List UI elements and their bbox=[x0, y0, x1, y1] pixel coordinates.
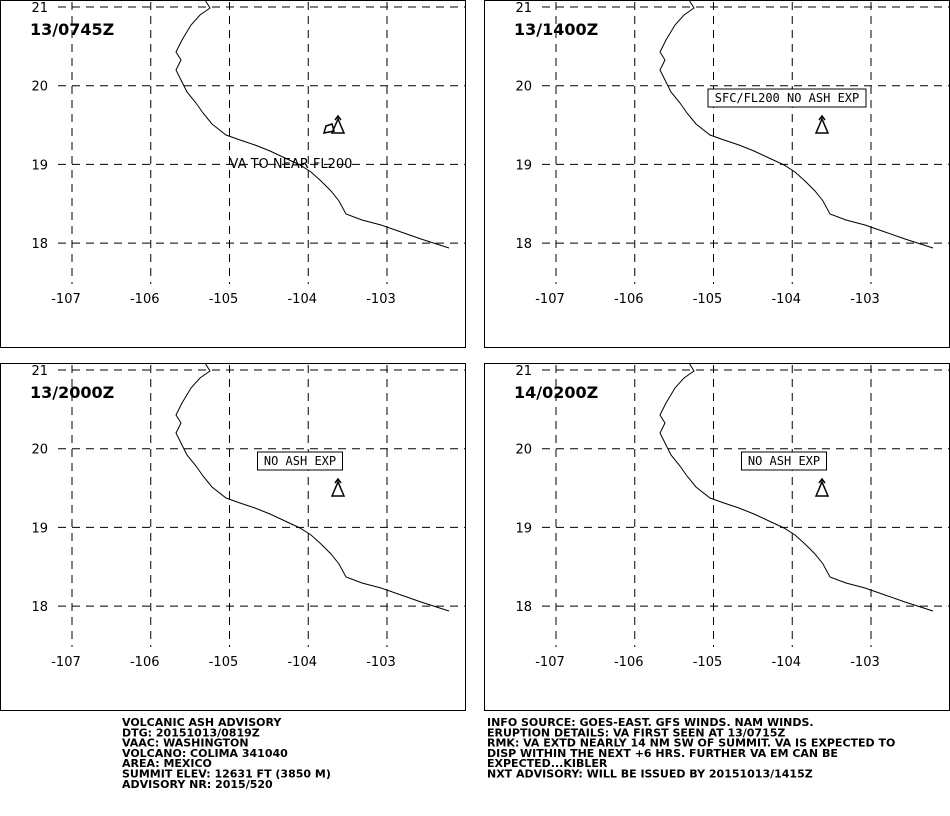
lon-label: -106 bbox=[614, 292, 644, 307]
lon-label: -105 bbox=[693, 292, 723, 307]
coastline bbox=[659, 362, 934, 612]
lat-label: 20 bbox=[515, 443, 532, 458]
lon-label: -103 bbox=[850, 655, 880, 670]
lat-label: 18 bbox=[515, 237, 532, 252]
map-panel: -107 -106 -105 -104 -103 21 20 19 18 13/0745Z VA T… bbox=[0, 0, 466, 348]
volcano-icon bbox=[814, 477, 830, 497]
lon-label: -105 bbox=[693, 655, 723, 670]
advisory-line: ERUPTION DETAILS: VA FIRST SEEN AT 13/07… bbox=[487, 726, 785, 739]
advisory-line: SUMMIT ELEV: 12631 FT (3850 M) bbox=[122, 768, 331, 781]
advisory-line: INFO SOURCE: GOES-EAST. GFS WINDS. NAM W… bbox=[487, 716, 814, 729]
panel-border bbox=[0, 0, 466, 348]
advisory-line: NXT ADVISORY: WILL BE ISSUED BY 20151013… bbox=[487, 768, 813, 781]
lon-label: -103 bbox=[366, 292, 396, 307]
lon-label: -104 bbox=[287, 655, 317, 670]
lon-label: -105 bbox=[209, 292, 239, 307]
advisory-line: DTG: 20151013/0819Z bbox=[122, 726, 260, 739]
advisory-line: RMK: VA EXTD NEARLY 14 NM SW OF SUMMIT. … bbox=[487, 737, 895, 750]
coastline bbox=[175, 0, 450, 249]
advisory-line: AREA: MEXICO bbox=[122, 757, 212, 770]
lat-label: 21 bbox=[31, 364, 48, 379]
lat-label: 18 bbox=[31, 600, 48, 615]
annotation: SFC/FL200 NO ASH EXP bbox=[715, 91, 860, 105]
annotation: VA TO NEAR FL200 bbox=[230, 157, 353, 172]
lat-label: 18 bbox=[31, 237, 48, 252]
lat-label: 20 bbox=[31, 80, 48, 95]
ash-area bbox=[322, 123, 335, 134]
lat-label: 19 bbox=[515, 158, 532, 173]
advisory-line: ADVISORY NR: 2015/520 bbox=[122, 778, 273, 791]
annotation: NO ASH EXP bbox=[264, 454, 336, 468]
lon-label: -103 bbox=[850, 292, 880, 307]
volcano-icon bbox=[330, 114, 346, 134]
lon-label: -106 bbox=[614, 655, 644, 670]
valid-time: 13/0745Z bbox=[30, 20, 114, 39]
lon-label: -107 bbox=[535, 292, 565, 307]
lon-label: -106 bbox=[130, 655, 160, 670]
lat-label: 21 bbox=[515, 1, 532, 16]
annotation: NO ASH EXP bbox=[748, 454, 820, 468]
annotation-box bbox=[741, 451, 827, 471]
advisory-line: VOLCANO: COLIMA 341040 bbox=[122, 747, 288, 760]
lon-label: -103 bbox=[366, 655, 396, 670]
lon-label: -104 bbox=[287, 292, 317, 307]
lon-label: -107 bbox=[51, 292, 81, 307]
lon-label: -107 bbox=[51, 655, 81, 670]
lat-label: 19 bbox=[515, 521, 532, 536]
map-panel: -107 -106 -105 -104 -103 21 20 19 18 13/2000Z NO A… bbox=[0, 362, 466, 711]
lon-label: -104 bbox=[771, 655, 801, 670]
advisory-line: EXPECTED...KIBLER bbox=[487, 757, 608, 770]
valid-time: 13/1400Z bbox=[514, 20, 598, 39]
map-panel: -107 -106 -105 -104 -103 21 20 19 18 14/0200Z NO A… bbox=[484, 362, 950, 711]
valid-time: 14/0200Z bbox=[514, 383, 598, 402]
map-panel: -107 -106 -105 -104 -103 21 20 19 18 13/1400Z SFC/… bbox=[484, 0, 950, 348]
annotation-box bbox=[257, 451, 343, 471]
panel-border bbox=[0, 363, 466, 711]
lat-label: 19 bbox=[31, 158, 48, 173]
annotation-box bbox=[707, 88, 867, 108]
lat-label: 21 bbox=[515, 364, 532, 379]
lat-label: 20 bbox=[515, 80, 532, 95]
advisory-line: DISP WITHIN THE NEXT +6 HRS. FURTHER VA … bbox=[487, 747, 838, 760]
volcano-icon bbox=[814, 114, 830, 134]
coastline bbox=[659, 0, 934, 249]
advisory-line: VOLCANIC ASH ADVISORY bbox=[122, 716, 282, 729]
lat-label: 19 bbox=[31, 521, 48, 536]
lon-label: -107 bbox=[535, 655, 565, 670]
coastline bbox=[175, 362, 450, 612]
lat-label: 18 bbox=[515, 600, 532, 615]
lat-label: 20 bbox=[31, 443, 48, 458]
lat-label: 21 bbox=[31, 1, 48, 16]
volcano-icon bbox=[330, 477, 346, 497]
lon-label: -106 bbox=[130, 292, 160, 307]
lon-label: -104 bbox=[771, 292, 801, 307]
valid-time: 13/2000Z bbox=[30, 383, 114, 402]
lon-label: -105 bbox=[209, 655, 239, 670]
advisory-line: VAAC: WASHINGTON bbox=[122, 737, 249, 750]
